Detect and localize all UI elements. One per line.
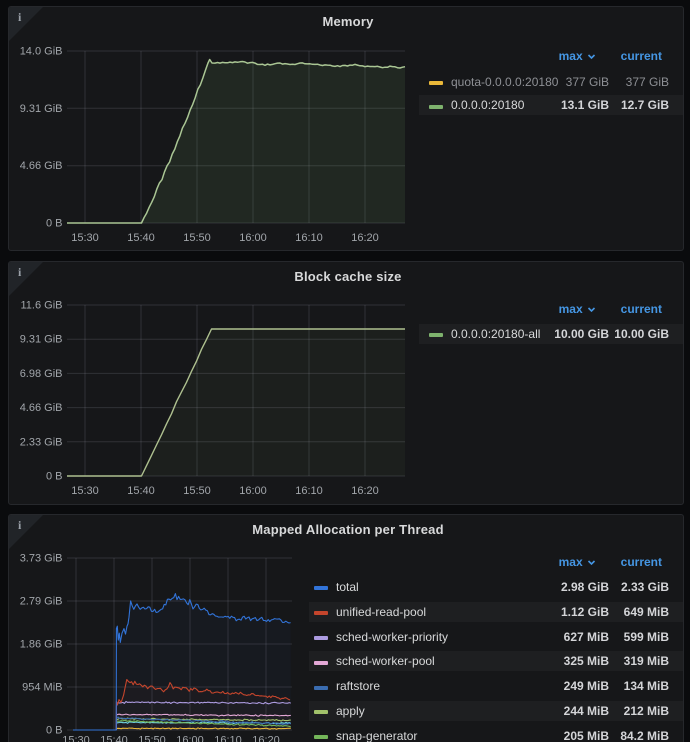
svg-text:15:30: 15:30 [62,735,90,742]
svg-text:4.66 GiB: 4.66 GiB [20,160,63,172]
svg-text:16:10: 16:10 [295,485,323,497]
svg-text:15:40: 15:40 [127,485,155,497]
svg-text:16:10: 16:10 [295,232,323,244]
svg-text:0 B: 0 B [46,471,63,483]
svg-text:6.98 GiB: 6.98 GiB [20,368,63,380]
svg-text:0 B: 0 B [46,725,63,737]
svg-text:16:00: 16:00 [239,232,267,244]
svg-text:15:30: 15:30 [71,485,99,497]
svg-text:14.0 GiB: 14.0 GiB [20,46,63,58]
svg-text:954 MiB: 954 MiB [22,682,62,694]
svg-text:2.33 GiB: 2.33 GiB [20,436,63,448]
svg-text:15:40: 15:40 [127,232,155,244]
svg-text:9.31 GiB: 9.31 GiB [20,103,63,115]
svg-text:15:50: 15:50 [138,735,166,742]
svg-text:16:20: 16:20 [351,232,379,244]
svg-text:16:00: 16:00 [176,735,204,742]
svg-text:16:20: 16:20 [351,485,379,497]
svg-text:15:40: 15:40 [100,735,128,742]
svg-text:15:30: 15:30 [71,232,99,244]
svg-text:2.79 GiB: 2.79 GiB [20,596,63,608]
svg-text:15:50: 15:50 [183,232,211,244]
svg-text:16:10: 16:10 [214,735,242,742]
svg-text:1.86 GiB: 1.86 GiB [20,639,63,651]
svg-text:4.66 GiB: 4.66 GiB [20,402,63,414]
svg-text:15:50: 15:50 [183,485,211,497]
svg-text:16:20: 16:20 [252,735,280,742]
svg-text:16:00: 16:00 [239,485,267,497]
svg-text:11.6 GiB: 11.6 GiB [21,300,63,312]
svg-text:3.73 GiB: 3.73 GiB [20,553,63,565]
svg-text:0 B: 0 B [46,218,63,230]
svg-text:9.31 GiB: 9.31 GiB [20,334,63,346]
